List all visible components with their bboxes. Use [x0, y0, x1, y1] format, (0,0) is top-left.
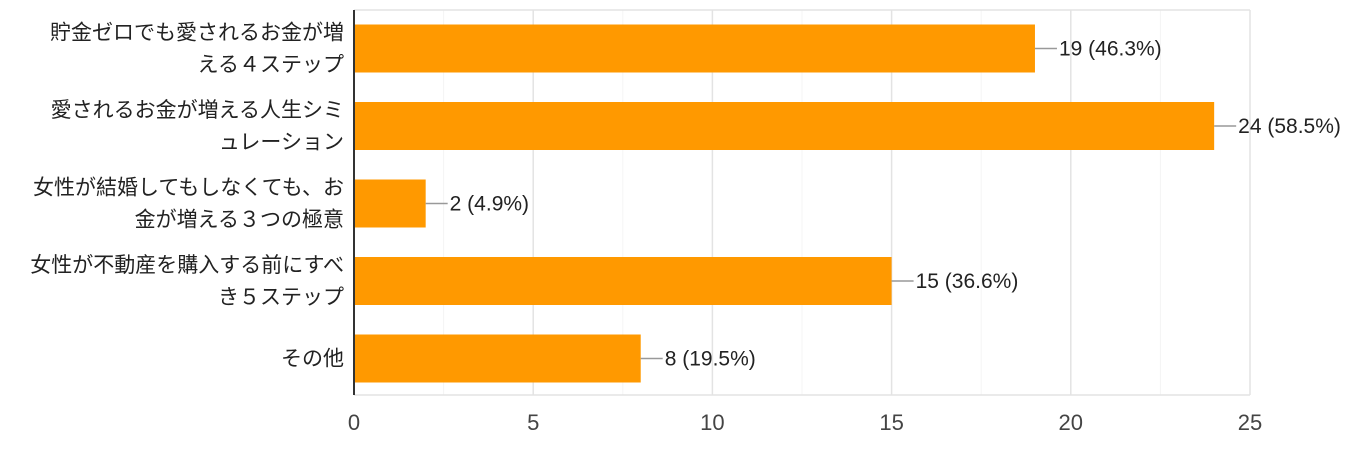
data-label: 2 (4.9%): [450, 193, 529, 216]
category-label: 愛されるお金が増える人生シミュレーション: [51, 98, 344, 154]
x-tick-label: 15: [879, 410, 903, 435]
x-tick-label: 5: [527, 410, 539, 435]
category-label: その他: [281, 347, 344, 371]
data-label: 8 (19.5%): [665, 348, 756, 371]
data-label: 15 (36.6%): [916, 270, 1019, 293]
bar[interactable]: [354, 24, 1035, 73]
data-label: 24 (58.5%): [1238, 115, 1341, 138]
data-label: 19 (46.3%): [1059, 38, 1162, 61]
bar[interactable]: [354, 179, 426, 228]
bar[interactable]: [354, 334, 641, 383]
x-tick-label: 0: [348, 410, 360, 435]
category-label: 貯金ゼロでも愛されるお金が増える４ステップ: [50, 21, 344, 77]
x-tick-label: 10: [700, 410, 724, 435]
x-tick-label: 25: [1238, 410, 1262, 435]
category-label: 女性が結婚してもしなくても、お金が増える３つの極意: [33, 176, 344, 232]
x-tick-label: 20: [1059, 410, 1083, 435]
bar[interactable]: [354, 257, 892, 305]
category-label: 女性が不動産を購入する前にすべき５ステップ: [30, 253, 344, 309]
bar[interactable]: [354, 102, 1215, 150]
